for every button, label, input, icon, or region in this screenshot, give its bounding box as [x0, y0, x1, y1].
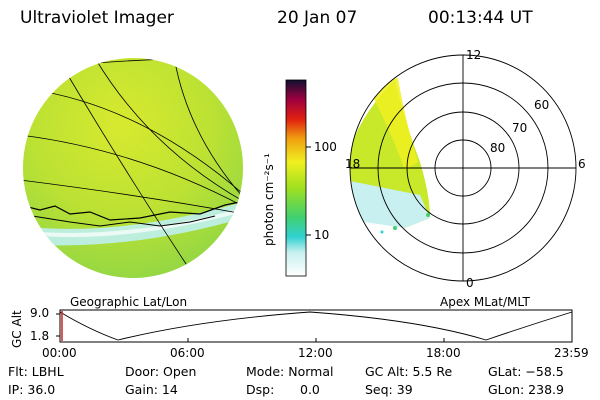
time-tick-1800: 18:00	[426, 346, 461, 360]
time-tick-0600: 06:00	[170, 346, 205, 360]
filter-info: Flt: LBHL	[8, 364, 64, 379]
colorbar-tick-100: 100	[314, 140, 337, 154]
ip-info: IP: 36.0	[8, 382, 56, 397]
glon-info: GLon: 238.9	[488, 382, 564, 397]
colorbar	[285, 79, 311, 277]
mode-info: Mode: Normal	[246, 364, 334, 379]
colorbar-unit-label: photon cm⁻²s⁻¹	[262, 153, 276, 246]
mlt-label-12: 12	[466, 48, 482, 62]
door-info: Door: Open	[125, 364, 197, 379]
time-tick-2359: 23:59	[554, 346, 589, 360]
altitude-ytick-1-8: 1.8	[30, 329, 50, 343]
lat-label-70: 70	[512, 121, 528, 135]
date-label: 20 Jan 07	[277, 8, 358, 28]
seq-info: Seq: 39	[365, 382, 413, 397]
time-tick-0000: 00:00	[42, 346, 77, 360]
mlt-label-18: 18	[345, 157, 361, 171]
left-panel-label: Geographic Lat/Lon	[70, 295, 188, 309]
polar-plot	[349, 54, 577, 282]
time-tick-1200: 12:00	[298, 346, 333, 360]
mlt-label-0: 0	[466, 276, 474, 290]
altitude-ylabel: GC Alt	[10, 310, 24, 348]
altitude-plot	[56, 309, 573, 343]
time-label: 00:13:44 UT	[428, 8, 533, 28]
instrument-title: Ultraviolet Imager	[20, 8, 174, 28]
glat-info: GLat: −58.5	[488, 364, 564, 379]
altitude-ytick-9: 9.0	[30, 306, 50, 320]
lat-label-60: 60	[534, 98, 550, 112]
dsp-label: Dsp:	[246, 382, 275, 397]
right-panel-label: Apex MLat/MLT	[440, 295, 530, 309]
lat-label-80: 80	[490, 141, 506, 155]
gc-alt-info: GC Alt: 5.5 Re	[365, 364, 453, 379]
mlt-label-6: 6	[578, 157, 586, 171]
earth-image	[23, 58, 243, 278]
colorbar-tick-10: 10	[314, 228, 330, 242]
gain-info: Gain: 14	[125, 382, 178, 397]
dsp-value: 0.0	[300, 382, 320, 397]
